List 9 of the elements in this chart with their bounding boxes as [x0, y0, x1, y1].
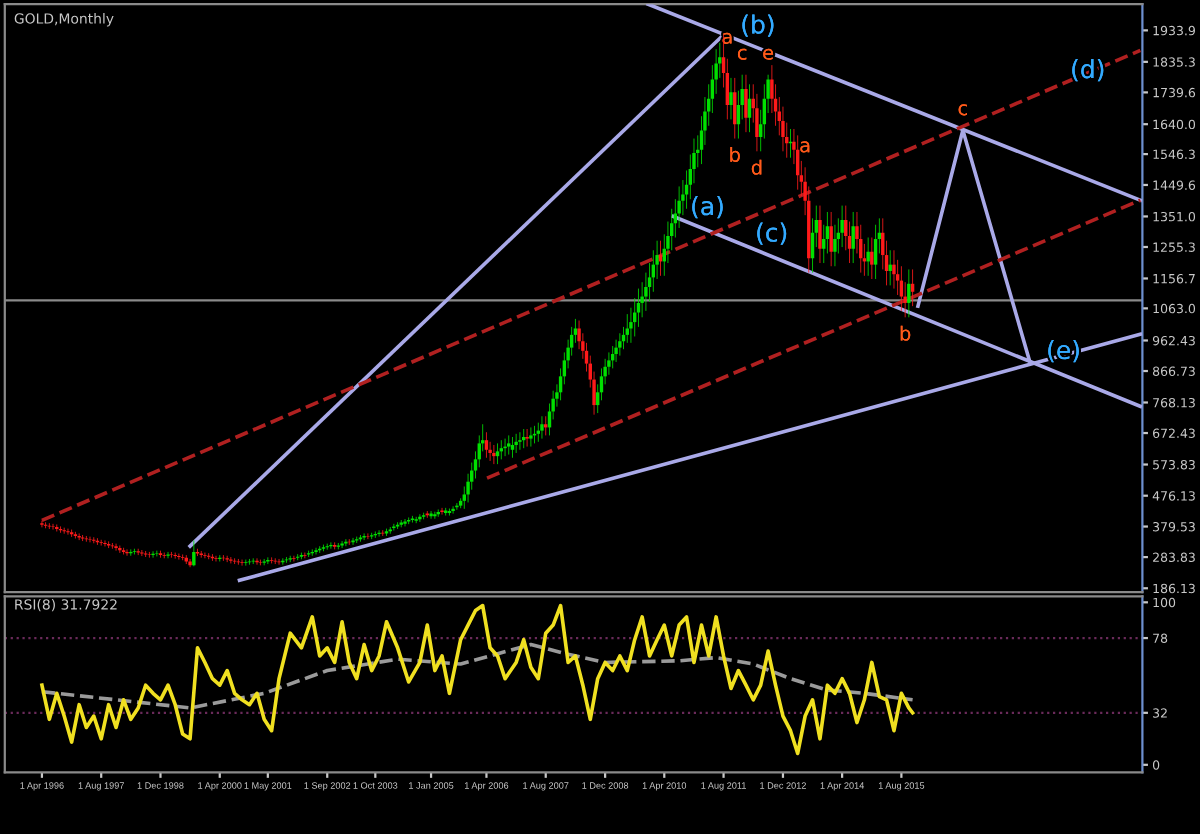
annotation: (b) — [742, 14, 774, 37]
annotation: d — [751, 159, 762, 175]
annotation: c — [737, 48, 747, 60]
annotation: a — [800, 141, 810, 153]
annotation: (c) — [757, 222, 787, 245]
annotation: b — [900, 325, 911, 341]
annotation: b — [730, 146, 740, 162]
annotation: c — [958, 104, 967, 116]
annotation: (a) — [692, 196, 723, 219]
